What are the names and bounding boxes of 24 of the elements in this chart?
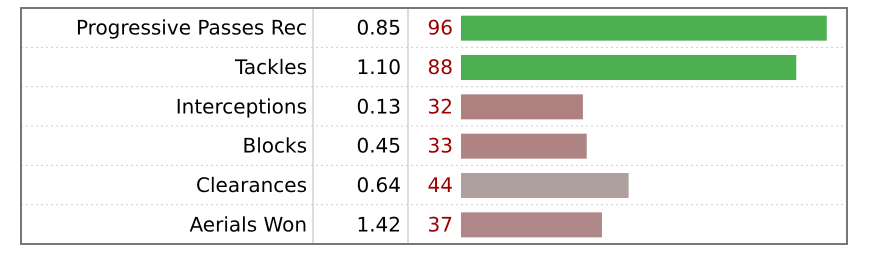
y-tick-label: Blocks: [242, 134, 307, 158]
bar: [461, 55, 796, 80]
text: 0.13: [356, 94, 401, 118]
bar: [461, 94, 583, 120]
data-label: 32: [428, 94, 453, 118]
text: 0.64: [356, 173, 401, 197]
data-label: 37: [428, 212, 453, 236]
y-tick-label: Tackles: [234, 55, 307, 79]
bar: [461, 16, 827, 41]
y-tick-label: Interceptions: [176, 94, 307, 118]
data-label: 33: [428, 134, 453, 158]
text: 1.10: [356, 55, 401, 79]
y-tick-label: Aerials Won: [189, 212, 307, 236]
bar: [461, 173, 629, 198]
y-tick-label: Clearances: [196, 173, 307, 197]
bar: [461, 134, 587, 159]
data-label: 44: [428, 173, 453, 197]
text: 0.45: [356, 134, 401, 158]
text: 1.42: [356, 212, 401, 236]
text: 0.85: [356, 16, 401, 40]
data-label: 96: [428, 16, 453, 40]
data-label: 88: [428, 55, 453, 79]
y-tick-label: Progressive Passes Rec: [76, 16, 307, 40]
bar: [461, 212, 602, 238]
